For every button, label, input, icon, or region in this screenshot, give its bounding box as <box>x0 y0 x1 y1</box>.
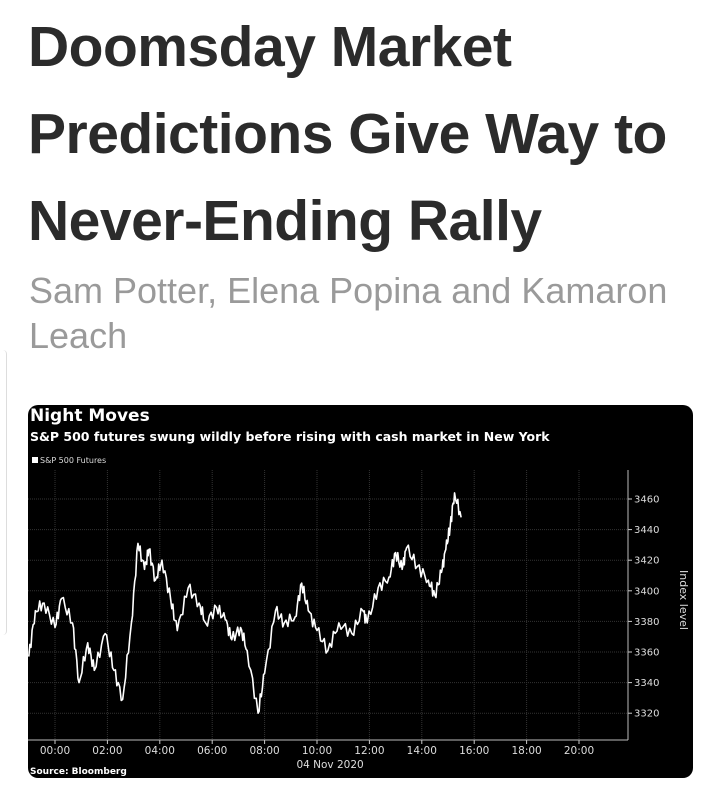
y-tick-label: 3380 <box>634 617 659 628</box>
y-tick-label: 3400 <box>634 586 659 597</box>
x-tick-label: 10:00 <box>302 745 332 757</box>
byline: Sam Potter, Elena Popina and Kamaron Lea… <box>29 270 668 356</box>
x-tick-label: 06:00 <box>197 745 227 757</box>
x-axis-label: 04 Nov 2020 <box>296 759 363 771</box>
x-tick-label: 00:00 <box>40 745 70 757</box>
y-tick-label: 3340 <box>634 678 659 689</box>
x-tick-label: 02:00 <box>92 745 122 757</box>
series-line-sp500-futures <box>28 492 462 715</box>
chart-plot: 3320 3340 3360 3380 3400 3420 3440 3460 00:00 02:… <box>28 470 690 771</box>
x-tick-label: 14:00 <box>407 745 437 757</box>
y-axis-label: Index level <box>677 570 690 630</box>
x-tick-label: 12:00 <box>354 745 384 757</box>
y-tick-label: 3460 <box>634 495 659 506</box>
x-tick-label: 04:00 <box>145 745 175 757</box>
chart-legend: S&P 500 Futures <box>32 456 106 465</box>
x-tick-label: 16:00 <box>459 745 489 757</box>
headline: Doomsday Market Predictions Give Way to … <box>28 15 667 253</box>
y-tick-label: 3440 <box>634 525 659 536</box>
page-edge <box>0 350 7 635</box>
x-tick-label: 18:00 <box>511 745 541 757</box>
x-tick-label: 08:00 <box>249 745 279 757</box>
x-tick-label: 20:00 <box>564 745 594 757</box>
legend-label: S&P 500 Futures <box>40 456 107 465</box>
chart-subtitle: S&P 500 futures swung wildly before risi… <box>30 429 550 444</box>
legend-swatch <box>32 457 38 463</box>
y-tick-label: 3420 <box>634 556 659 567</box>
chart-source: Source: Bloomberg <box>30 767 127 777</box>
y-tick-label: 3320 <box>634 709 659 720</box>
y-tick-label: 3360 <box>634 648 659 659</box>
chart: 3320 3340 3360 3380 3400 3420 3440 3460 00:00 02:… <box>28 405 693 778</box>
chart-title: Night Moves <box>30 406 150 426</box>
